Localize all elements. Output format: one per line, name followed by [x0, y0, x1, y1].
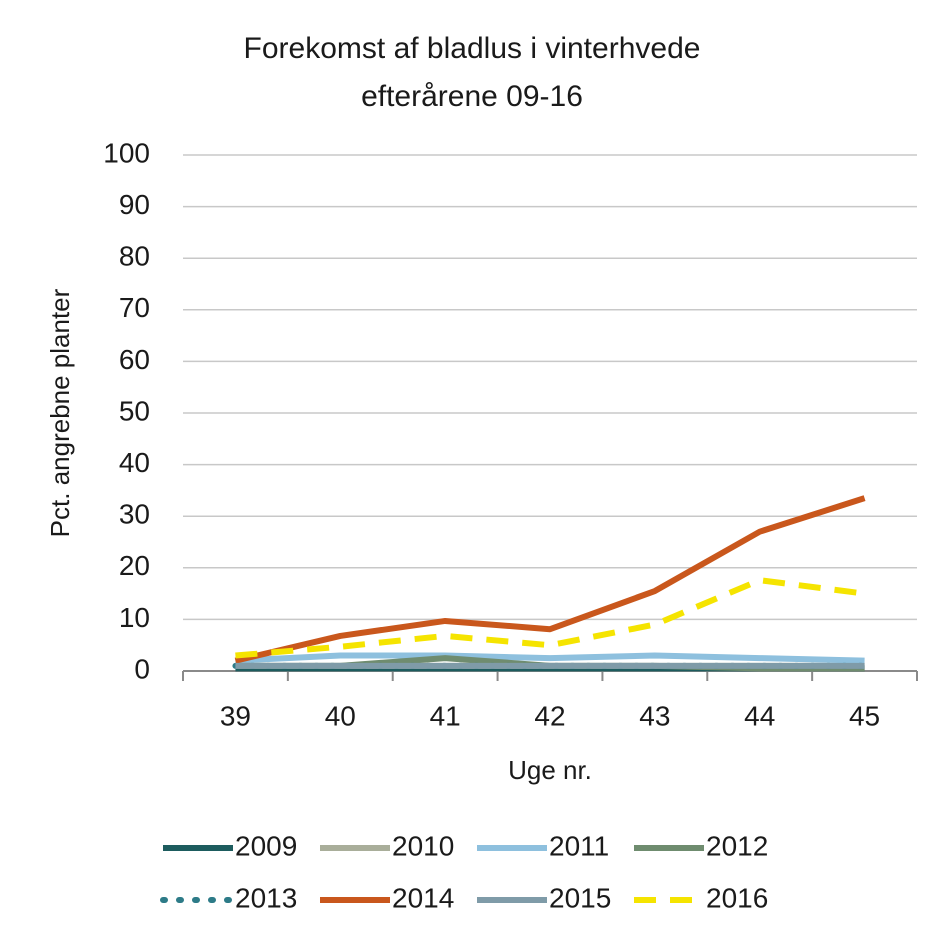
y-tick-label: 60 — [119, 344, 150, 375]
x-tick-label: 42 — [534, 700, 565, 731]
y-axis-label: Pct. angrebne planter — [45, 288, 75, 537]
legend-label: 2011 — [549, 830, 609, 861]
chart-title: Forekomst af bladlus i vinterhvede — [244, 32, 701, 65]
x-tick-label: 41 — [430, 700, 461, 731]
legend-label: 2010 — [392, 830, 454, 861]
legend-label: 2014 — [392, 882, 454, 913]
legend-label: 2013 — [235, 882, 297, 913]
legend-label: 2012 — [706, 830, 768, 861]
x-tick-label: 44 — [744, 700, 775, 731]
x-tick-label: 40 — [325, 700, 356, 731]
y-tick-label: 30 — [119, 499, 150, 530]
y-tick-label: 50 — [119, 395, 150, 426]
y-tick-label: 10 — [119, 602, 150, 633]
y-tick-label: 90 — [119, 189, 150, 220]
y-tick-label: 20 — [119, 550, 150, 581]
chart-title: efterårene 09-16 — [361, 80, 583, 113]
y-tick-label: 40 — [119, 447, 150, 478]
legend-label: 2009 — [235, 830, 297, 861]
x-tick-label: 43 — [639, 700, 670, 731]
series-line — [235, 652, 865, 664]
x-tick-label: 39 — [220, 700, 251, 731]
y-tick-label: 80 — [119, 241, 150, 272]
series-line — [234, 495, 866, 664]
legend-label: 2016 — [706, 882, 768, 913]
y-tick-label: 100 — [103, 137, 150, 168]
legend-label: 2015 — [549, 882, 611, 913]
x-tick-label: 45 — [849, 700, 880, 731]
y-tick-label: 0 — [134, 653, 150, 684]
y-tick-label: 70 — [119, 292, 150, 323]
x-axis-label: Uge nr. — [508, 755, 592, 785]
